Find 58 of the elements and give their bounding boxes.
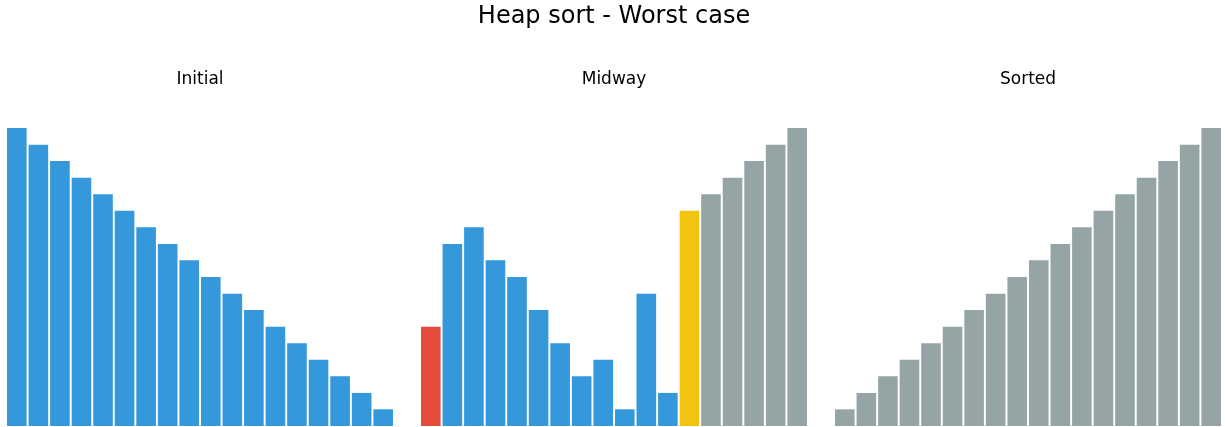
bar [593, 359, 614, 426]
bar [701, 194, 721, 426]
bar [921, 343, 941, 426]
bar [744, 161, 764, 426]
bar [485, 260, 506, 426]
bar [964, 310, 984, 426]
bar [200, 277, 221, 426]
bar [114, 210, 135, 426]
bar [985, 293, 1006, 426]
bar [265, 326, 286, 426]
bar [50, 161, 70, 426]
bar [1072, 227, 1092, 426]
bar [1179, 144, 1200, 426]
bar [351, 392, 372, 426]
bar [835, 409, 855, 426]
bar [765, 144, 786, 426]
bar [330, 376, 350, 426]
bar [571, 376, 592, 426]
bar [1136, 177, 1157, 426]
bar [308, 359, 329, 426]
bar [1093, 210, 1114, 426]
bar [157, 243, 178, 426]
bar [287, 343, 307, 426]
bar [1050, 243, 1071, 426]
chart-title: Initial [176, 68, 224, 88]
bar [222, 293, 243, 426]
bar [28, 144, 49, 426]
bar [722, 177, 743, 426]
bar [244, 310, 264, 426]
bar [464, 227, 484, 426]
bar [636, 293, 657, 426]
bar [899, 359, 920, 426]
text: Heap sort - Worst case [477, 1, 751, 29]
bar [1115, 194, 1135, 426]
bar [528, 310, 549, 426]
bar [614, 409, 635, 426]
bar [942, 326, 963, 426]
bar [373, 409, 393, 426]
bar [1007, 277, 1028, 426]
bar [71, 177, 92, 426]
bar [787, 128, 807, 426]
bar [136, 227, 156, 426]
bar [679, 210, 700, 426]
bar [1028, 260, 1049, 426]
bar [179, 260, 200, 426]
bar [442, 243, 463, 426]
chart-title: Midway [581, 68, 647, 88]
bar [550, 343, 570, 426]
bar [7, 128, 27, 426]
bar [421, 326, 441, 426]
chart-title: Sorted [999, 68, 1057, 88]
bar [658, 392, 678, 426]
bar [1201, 128, 1221, 426]
bar [878, 376, 898, 426]
bar [93, 194, 113, 426]
bar [507, 277, 527, 426]
bar [1158, 161, 1178, 426]
bar [856, 392, 877, 426]
